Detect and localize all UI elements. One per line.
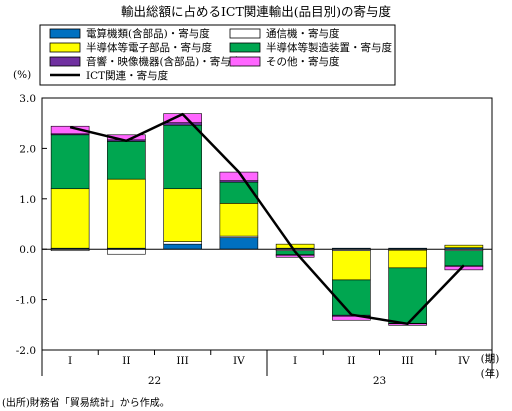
legend-swatch-series-0 — [49, 28, 81, 39]
legend-swatch-series-4 — [49, 56, 81, 67]
bar-segment-series-3-q7 — [444, 250, 484, 267]
y-tick-label: -2.0 — [16, 345, 36, 357]
legend-label-series-5: その他・寄与度 — [266, 55, 340, 68]
bar-segment-series-2-q2 — [163, 188, 202, 242]
bar-segment-series-4-q2 — [163, 122, 202, 126]
bar-segment-series-3-q6 — [388, 267, 427, 324]
bar-segment-series-1-q2 — [163, 241, 202, 245]
y-tick-label: 0.0 — [19, 244, 36, 256]
chart-title: 輸出総額に占めるICT関連輸出(品目別)の寄与度 — [121, 4, 392, 19]
x-year-label: 23 — [373, 375, 386, 387]
x-unit-label-year: (年) — [481, 367, 500, 380]
y-tick-label: 2.0 — [19, 143, 36, 155]
bar-segment-series-2-q0 — [50, 188, 90, 249]
legend-label-series-0: 電算機類(含部品)・寄与度 — [86, 27, 210, 40]
bar-segment-series-2-q6 — [388, 249, 427, 269]
x-category-label: III — [401, 355, 413, 367]
bar-segment-series-2-q5 — [332, 250, 371, 281]
bar-segment-series-0-q3 — [219, 237, 259, 250]
legend-label-series-3: 半導体等製造装置・寄与度 — [266, 41, 392, 54]
x-category-label: III — [176, 355, 188, 367]
bar-segment-series-2-q7 — [444, 244, 484, 248]
y-tick-label: 1.0 — [19, 194, 36, 206]
legend-swatch-series-3 — [229, 42, 261, 53]
bar-segment-series-2-q3 — [219, 203, 259, 237]
bar-segment-series-5-q0 — [50, 125, 90, 135]
ict-total-line — [69, 112, 465, 326]
x-category-label: IV — [233, 355, 245, 367]
x-category-label: I — [68, 355, 72, 367]
bar-segment-series-3-q0 — [50, 134, 90, 190]
legend-swatch-series-1 — [229, 28, 261, 39]
legend-label-line: ICT関連・寄与度 — [86, 69, 169, 82]
bar-segment-series-3-q1 — [107, 141, 146, 180]
y-tick-label: -1.0 — [16, 295, 36, 307]
bar-segment-series-2-q1 — [107, 178, 146, 249]
legend-frame — [39, 24, 396, 86]
y-axis-unit-label: (%) — [13, 69, 31, 81]
bar-segment-series-0-q2 — [163, 243, 202, 250]
bar-segment-series-3-q5 — [332, 279, 371, 316]
x-category-label: II — [122, 355, 130, 367]
x-category-label: IV — [458, 355, 470, 367]
bar-segment-series-2-q4 — [275, 243, 315, 249]
bar-segment-series-1-q1 — [107, 248, 146, 255]
legend-label-series-1: 通信機・寄与度 — [266, 27, 340, 40]
legend-swatch-series-5 — [229, 56, 261, 67]
source-note: (出所)財務省「貿易統計」から作成。 — [2, 396, 170, 409]
x-year-label: 22 — [148, 375, 161, 387]
legend-label-series-2: 半導体等電子部品・寄与度 — [86, 41, 212, 54]
legend-label-series-4: 音響・映像機器(含部品)・寄与度 — [86, 55, 242, 68]
x-unit-label-quarter: (期) — [481, 353, 500, 365]
bar-segment-series-5-q4 — [275, 254, 315, 258]
x-category-label: II — [347, 355, 355, 367]
y-tick-label: 3.0 — [19, 93, 36, 105]
plot-area: -2.0-1.00.01.02.03.0 I II III IV I II III IV 22… — [16, 93, 493, 387]
x-category-label: I — [293, 355, 297, 367]
bar-segment-series-3-q2 — [163, 124, 202, 190]
legend-swatch-series-2 — [49, 42, 81, 53]
